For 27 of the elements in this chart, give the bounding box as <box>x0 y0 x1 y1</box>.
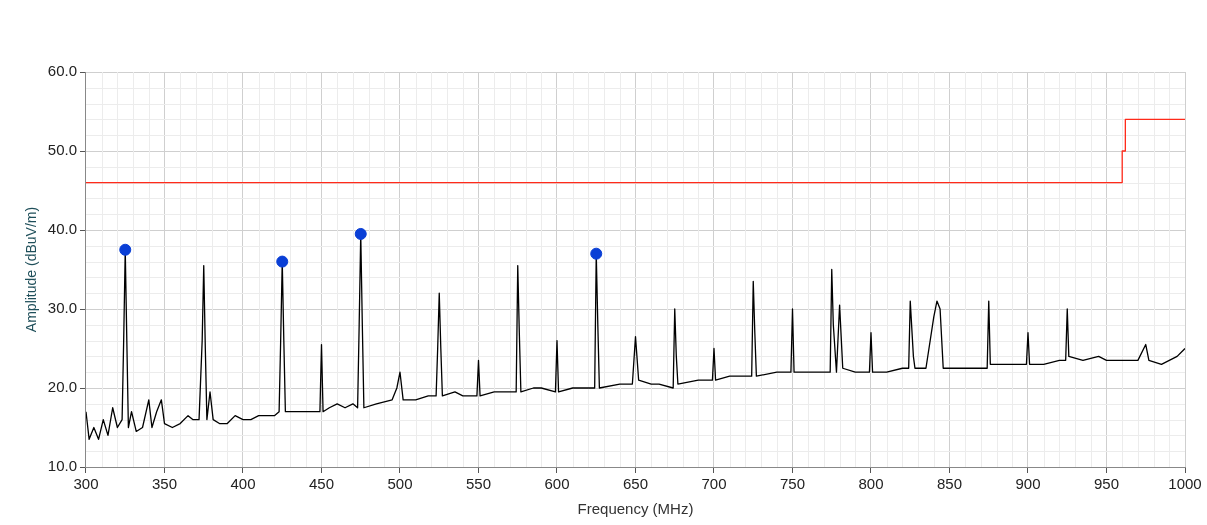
x-tick-label: 650 <box>622 475 649 493</box>
y-tick-label: 10.0 <box>47 457 77 475</box>
point <box>354 227 367 240</box>
x-tick-label: 900 <box>1015 475 1041 493</box>
y-tick-label: 30.0 <box>47 299 77 317</box>
x-tick-label: 450 <box>308 475 335 493</box>
x-tick-label: 500 <box>387 475 413 493</box>
x-tick-label: 600 <box>544 475 570 493</box>
x-tick-label: 300 <box>73 475 99 493</box>
x-tick-label: 950 <box>1093 475 1120 493</box>
x-tick-label: 700 <box>701 475 727 493</box>
x-tick-label: 400 <box>230 475 256 493</box>
x-axis-title: Frequency (MHz) <box>577 500 694 518</box>
y-tick-label: 20.0 <box>47 378 77 396</box>
y-tick-label: 50.0 <box>47 141 77 159</box>
x-tick-label: 350 <box>151 475 178 493</box>
x-tick-label: 850 <box>936 475 963 493</box>
point <box>590 247 603 260</box>
y-axis-title: Amplitude (dBuV/m) <box>23 206 40 333</box>
y-tick-label: 40.0 <box>47 220 77 238</box>
x-tick-label: 1000 <box>1168 475 1202 493</box>
point <box>276 255 289 268</box>
x-tick-label: 800 <box>858 475 884 493</box>
x-tick-label: 750 <box>779 475 806 493</box>
y-tick-label: 60.0 <box>47 62 77 80</box>
point <box>119 243 132 256</box>
x-tick-label: 550 <box>465 475 492 493</box>
